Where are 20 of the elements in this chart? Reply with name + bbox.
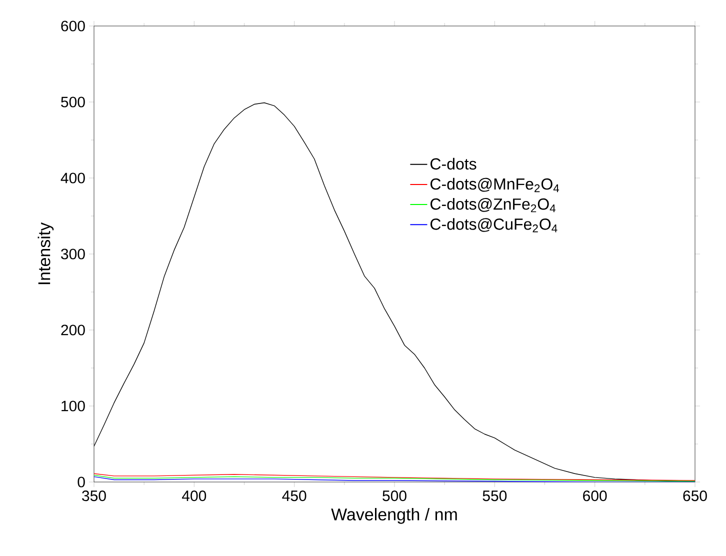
legend-label: C-dots [430, 158, 476, 170]
y-tick-label: 100 [62, 400, 85, 412]
y-tick-label: 600 [61, 20, 85, 32]
y-tick-label: 300 [61, 248, 85, 260]
y-tick-label: 200 [61, 324, 85, 336]
x-tick-label: 450 [282, 490, 306, 502]
x-axis-title: Wavelength / nm [331, 508, 457, 524]
y-tick-label: 500 [61, 96, 85, 108]
y-axis-title: Intensity [38, 222, 54, 284]
legend-label: C-dots@MnFe$_{2}$O$_{4}$ [430, 178, 560, 192]
y-tick-label: 0 [78, 476, 85, 488]
legend-label: C-dots@CuFe$_{2}$O$_{4}$ [430, 218, 558, 232]
x-tick-label: 550 [482, 490, 507, 502]
y-tick-label: 400 [60, 172, 85, 184]
x-tick-label: 400 [182, 490, 206, 502]
x-tick-label: 600 [583, 490, 607, 502]
x-tick-label: 500 [382, 490, 406, 502]
legend-label: C-dots@ZnFe$_{2}$O$_{4}$ [430, 198, 556, 212]
x-tick-label: 350 [82, 490, 106, 502]
x-tick-label: 650 [683, 490, 707, 502]
